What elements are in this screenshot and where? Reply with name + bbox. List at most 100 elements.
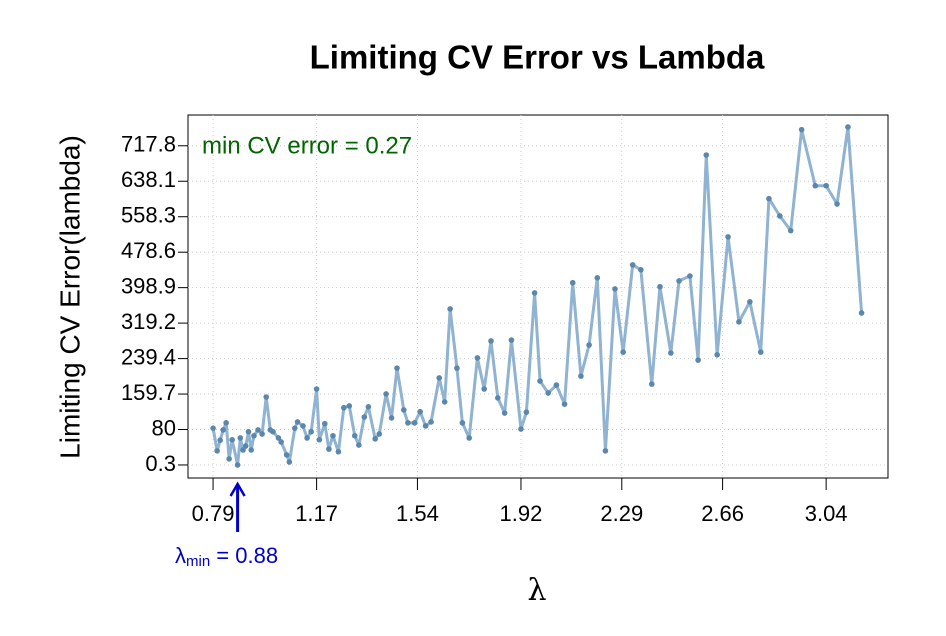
- data-point: [223, 420, 229, 426]
- plot-frame: [187, 114, 889, 479]
- data-point: [518, 426, 524, 432]
- data-point: [695, 357, 701, 363]
- min-error-annotation: min CV error = 0.27: [202, 132, 412, 159]
- data-point: [657, 283, 663, 290]
- data-point: [495, 395, 501, 401]
- data-point: [757, 349, 764, 355]
- data-line: [211, 125, 864, 467]
- data-point: [436, 375, 443, 381]
- data-point: [845, 124, 851, 130]
- data-point: [501, 410, 508, 416]
- data-point: [531, 290, 538, 296]
- data-point: [578, 373, 584, 379]
- data-point: [259, 431, 265, 437]
- data-point: [537, 378, 543, 384]
- data-point: [229, 436, 235, 443]
- data-point: [313, 386, 320, 392]
- data-point: [454, 365, 460, 371]
- data-point: [361, 414, 368, 420]
- data-point: [248, 447, 255, 453]
- data-point: [417, 408, 423, 415]
- data-point: [736, 319, 742, 325]
- data-point: [240, 447, 246, 453]
- y-tick-label: 558.3: [121, 203, 176, 228]
- x-tick-label: 2.66: [701, 501, 744, 526]
- data-point: [283, 452, 290, 458]
- y-tick-label: 80: [152, 415, 176, 440]
- data-point: [823, 182, 829, 189]
- data-point: [275, 435, 282, 441]
- data-point: [278, 439, 284, 445]
- data-point: [428, 419, 434, 425]
- data-point: [237, 435, 244, 441]
- y-tick-label: 717.8: [121, 132, 176, 157]
- x-axis-label: λ: [527, 573, 546, 608]
- data-point: [286, 459, 293, 465]
- data-point: [245, 428, 252, 435]
- data-point: [210, 425, 216, 431]
- data-point: [251, 432, 257, 439]
- data-point: [304, 435, 310, 441]
- data-point: [602, 448, 609, 454]
- data-point: [326, 446, 332, 452]
- data-point: [638, 267, 644, 273]
- data-point: [341, 404, 347, 411]
- data-point: [346, 403, 353, 409]
- data-point: [422, 423, 429, 429]
- x-tick-label: 0.79: [192, 501, 235, 526]
- data-point: [714, 351, 720, 358]
- data-point: [388, 415, 395, 421]
- data-point: [747, 299, 753, 305]
- y-tick-label: 478.6: [121, 238, 176, 263]
- chart-title: Limiting CV Error vs Lambda: [310, 39, 765, 76]
- data-point: [523, 409, 530, 415]
- data-point: [351, 432, 358, 439]
- data-point: [620, 349, 626, 355]
- data-point: [766, 195, 772, 202]
- x-tick-label: 1.54: [396, 501, 439, 526]
- data-point: [676, 278, 682, 284]
- data-point: [561, 401, 568, 407]
- data-point: [335, 448, 342, 455]
- data-point: [330, 432, 336, 439]
- data-point: [242, 443, 249, 449]
- data-point: [255, 427, 261, 433]
- data-point: [234, 462, 241, 468]
- data-point: [668, 350, 674, 356]
- lambda-symbol: λ: [175, 543, 186, 568]
- data-point: [612, 286, 618, 292]
- data-point: [376, 431, 383, 437]
- data-point: [300, 423, 306, 429]
- data-point: [316, 436, 323, 443]
- data-point: [798, 126, 805, 133]
- data-point: [214, 448, 220, 454]
- data-point: [217, 437, 223, 443]
- data-point: [263, 394, 270, 400]
- data-point: [401, 407, 407, 413]
- data-point: [787, 227, 794, 234]
- y-tick-label: 638.1: [121, 167, 176, 192]
- data-point: [481, 386, 487, 392]
- data-point: [812, 182, 819, 189]
- data-point: [372, 436, 378, 442]
- data-point: [594, 275, 601, 281]
- data-point: [308, 428, 314, 435]
- data-point: [834, 201, 840, 207]
- data-point: [459, 420, 466, 426]
- data-point: [411, 420, 418, 426]
- y-axis-label: Limiting CV Error(lambda): [54, 135, 85, 459]
- data-point: [725, 234, 731, 240]
- data-point: [777, 213, 783, 219]
- data-point: [383, 391, 389, 397]
- lambda-arrowhead: [229, 481, 246, 497]
- data-point: [365, 404, 372, 410]
- data-point: [545, 390, 552, 396]
- x-tick-label: 1.17: [295, 501, 338, 526]
- data-point: [220, 427, 226, 433]
- data-point: [405, 420, 411, 426]
- y-tick-label: 319.2: [121, 309, 176, 334]
- data-point: [292, 425, 298, 431]
- data-point: [488, 338, 494, 344]
- data-point: [687, 273, 693, 279]
